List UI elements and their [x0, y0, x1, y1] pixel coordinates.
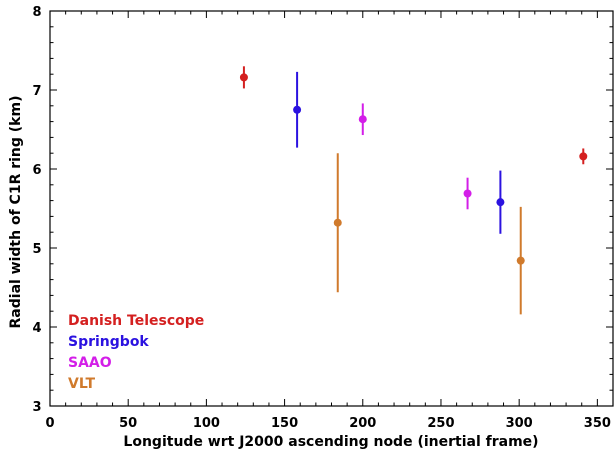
data-point: [516, 256, 525, 265]
tick-labels: 0 50 100 150 200 250 300 350 3 4 5 6 7 8: [32, 5, 610, 431]
x-tick-label: 200: [349, 416, 376, 431]
legend-entry: Danish Telescope: [68, 313, 204, 329]
y-tick-label: 8: [32, 5, 41, 20]
data-point: [239, 73, 248, 82]
data-point: [463, 189, 472, 198]
legend-entry: SAAO: [68, 355, 112, 371]
x-tick-label: 0: [45, 416, 54, 431]
x-axis-label: Longitude wrt J2000 ascending node (iner…: [123, 434, 538, 450]
ticks: [49, 10, 613, 407]
data-point: [579, 152, 588, 161]
x-tick-label: 50: [119, 416, 137, 431]
legend-entry: Springbok: [68, 334, 149, 350]
x-tick-label: 350: [584, 416, 611, 431]
data-point: [358, 115, 367, 124]
y-tick-label: 7: [32, 84, 41, 99]
y-tick-label: 6: [32, 163, 41, 178]
x-tick-label: 100: [193, 416, 220, 431]
x-tick-label: 150: [271, 416, 298, 431]
data-points: [239, 66, 588, 315]
plot-area: [49, 10, 614, 407]
y-tick-label: 3: [32, 400, 41, 415]
y-axis-label: Radial width of C1R ring (km): [8, 96, 24, 329]
data-point: [496, 198, 505, 207]
y-tick-label: 4: [32, 321, 41, 336]
legend: Danish Telescope Springbok SAAO VLT: [68, 313, 204, 392]
x-tick-label: 300: [506, 416, 533, 431]
y-tick-label: 5: [32, 242, 41, 257]
legend-entry: VLT: [68, 376, 95, 392]
x-tick-label: 250: [427, 416, 454, 431]
data-point: [333, 218, 342, 227]
data-point: [293, 105, 302, 114]
